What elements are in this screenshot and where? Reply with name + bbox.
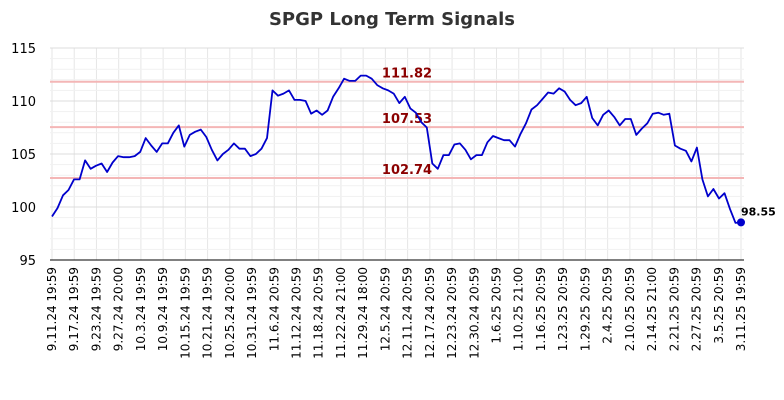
x-tick-label: 10.15.24 19:59 xyxy=(178,267,192,359)
y-tick-label: 115 xyxy=(11,42,36,57)
x-tick-label: 11.12.24 20:59 xyxy=(289,267,303,359)
x-tick-label: 10.31.24 19:59 xyxy=(245,267,259,359)
x-tick-label: 2.4.25 20:59 xyxy=(601,267,615,344)
x-tick-label: 1.29.25 20:59 xyxy=(578,267,592,351)
x-tick-label: 10.3.24 19:59 xyxy=(134,267,148,351)
reference-label: 107.53 xyxy=(382,112,432,127)
horizontal-gridlines xyxy=(50,47,744,261)
series-group: 98.55 xyxy=(51,74,776,227)
x-tick-label: 12.17.24 20:59 xyxy=(423,267,437,359)
y-tick-label: 110 xyxy=(11,95,36,110)
x-tick-label: 10.9.24 19:59 xyxy=(156,267,170,351)
x-tick-label: 11.29.24 18:00 xyxy=(356,267,370,359)
y-axis: 95 100 105 110 115 xyxy=(11,42,36,269)
x-tick-label: 2.27.25 20:59 xyxy=(690,267,704,351)
last-value-marker xyxy=(737,218,745,227)
x-tick-label: 9.27.24 20:00 xyxy=(112,267,126,351)
y-tick-label: 95 xyxy=(19,254,36,269)
x-tick-label: 9.11.24 19:59 xyxy=(45,267,59,351)
y-tick-label: 105 xyxy=(11,148,36,163)
x-tick-label: 1.6.25 20:59 xyxy=(490,267,504,344)
x-tick-label: 2.14.25 21:00 xyxy=(645,267,659,351)
x-tick-label: 10.25.24 20:00 xyxy=(223,267,237,359)
x-tick-label: 12.5.24 20:59 xyxy=(378,267,392,351)
x-tick-label: 12.11.24 20:59 xyxy=(401,267,415,359)
reference-lines: 111.82 107.53 102.74 xyxy=(50,67,744,179)
x-tick-label: 3.11.25 19:59 xyxy=(734,267,748,351)
x-tick-label: 1.16.25 20:59 xyxy=(534,267,548,351)
x-tick-label: 1.23.25 20:59 xyxy=(556,267,570,351)
price-series-line xyxy=(51,74,742,224)
x-tick-label: 3.5.25 20:59 xyxy=(712,267,726,344)
x-tick-label: 11.22.24 21:00 xyxy=(334,267,348,359)
x-tick-label: 2.21.25 20:59 xyxy=(667,267,681,351)
reference-label: 111.82 xyxy=(382,67,432,82)
chart-title: SPGP Long Term Signals xyxy=(269,9,515,30)
reference-label: 102.74 xyxy=(382,163,432,178)
x-tick-label: 12.30.24 20:59 xyxy=(467,267,481,359)
x-tick-label: 9.17.24 19:59 xyxy=(67,267,81,351)
last-value-label: 98.55 xyxy=(741,205,776,218)
x-tick-label: 1.10.25 21:00 xyxy=(512,267,526,351)
x-tick-label: 11.6.24 20:59 xyxy=(267,267,281,351)
x-tick-label: 12.23.24 20:59 xyxy=(445,267,459,359)
x-tick-label: 9.23.24 19:59 xyxy=(89,267,103,351)
x-tick-label: 10.21.24 19:59 xyxy=(201,267,215,359)
x-tick-label: 2.10.25 20:59 xyxy=(623,267,637,351)
y-tick-label: 100 xyxy=(11,201,36,216)
x-tick-label: 11.18.24 20:59 xyxy=(312,267,326,359)
x-axis: 9.11.24 19:59 9.17.24 19:59 9.23.24 19:59 9… xyxy=(45,267,748,359)
